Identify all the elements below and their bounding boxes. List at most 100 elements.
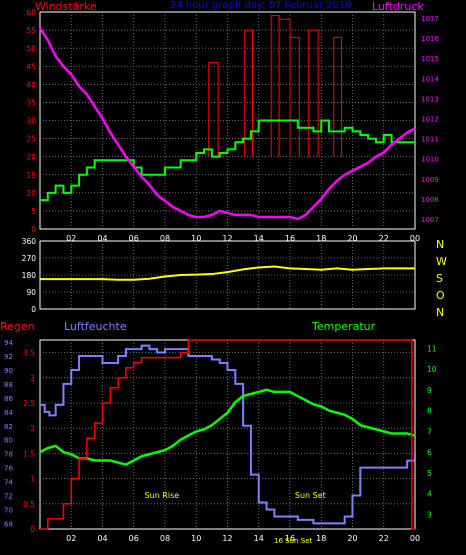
pressure-tick-label: 1008	[421, 196, 439, 204]
compass-letter: N	[436, 306, 444, 319]
humidity-tick-label: 86	[4, 395, 13, 403]
x-tick-label: 06	[129, 534, 139, 543]
x-tick-label: 04	[97, 234, 107, 243]
humidity-tick-label: 94	[4, 339, 13, 347]
wind-tick-label: 15	[26, 171, 36, 180]
wind-pressure-panel: 0510152025303540455055601007100810091010…	[26, 8, 439, 243]
rain-tick-label: 0.5	[23, 500, 35, 509]
wind-tick-label: 55	[26, 26, 36, 35]
rain-tick-label: 1	[30, 475, 35, 484]
humidity-tick-label: 88	[4, 381, 13, 389]
x-tick-label: 06	[129, 234, 139, 243]
pressure-tick-label: 1007	[421, 216, 439, 224]
wind-tick-label: 25	[26, 135, 36, 144]
compass-letter: O	[436, 289, 445, 302]
humidity-tick-label: 68	[4, 520, 13, 528]
x-tick-label: 04	[97, 534, 107, 543]
pressure-tick-label: 1013	[421, 95, 439, 103]
x-tick-label: 20	[347, 534, 357, 543]
pressure-axis-title: Luftdruck	[372, 0, 424, 13]
direction-tick-label: 180	[22, 271, 37, 280]
x-tick-label: 10	[191, 534, 201, 543]
x-tick-label: 16	[285, 234, 295, 243]
compass-letter: W	[436, 255, 447, 268]
x-tick-label: 12	[222, 234, 232, 243]
pressure-line	[38, 27, 416, 221]
humidity-tick-label: 84	[4, 409, 13, 417]
direction-tick-label: 360	[22, 237, 37, 246]
temperature-tick-label: 5	[427, 469, 432, 478]
rain-tick-label: 3	[30, 374, 35, 383]
x-tick-label: 14	[254, 534, 264, 543]
wind-axis-title: Windstärke	[35, 0, 97, 13]
wind-direction-line	[40, 265, 415, 281]
humidity-tick-label: 72	[4, 493, 13, 501]
pressure-tick-label: 1012	[421, 115, 439, 123]
humidity-tick-label: 76	[4, 465, 13, 473]
pressure-tick-label: 1017	[421, 15, 439, 23]
sunset-label: Sun Set	[295, 491, 326, 500]
gust-spike	[244, 29, 253, 157]
wind-tick-label: 40	[26, 80, 36, 89]
gust-spike	[208, 62, 219, 157]
pressure-tick-label: 1016	[421, 35, 439, 43]
temperature-tick-label: 3	[427, 510, 432, 519]
humidity-tick-label: 80	[4, 437, 13, 445]
wind-tick-label: 0	[31, 225, 36, 234]
wind-tick-label: 20	[26, 153, 36, 162]
rain-tick-label: 2	[30, 424, 35, 433]
x-tick-label: 08	[160, 234, 170, 243]
wind-tick-label: 5	[31, 207, 36, 216]
gust-spike	[333, 36, 343, 157]
rain-tick-label: 0	[30, 525, 35, 534]
x-tick-label: 20	[347, 234, 357, 243]
temperature-tick-label: 10	[427, 365, 437, 374]
x-tick-label: 02	[66, 534, 76, 543]
temperature-tick-label: 4	[427, 490, 432, 499]
rain-tick-label: 2.5	[23, 399, 35, 408]
humidity-tick-label: 70	[4, 506, 13, 514]
wind-tick-label: 60	[26, 8, 36, 17]
pressure-tick-label: 1010	[421, 156, 439, 164]
wind-tick-label: 45	[26, 62, 36, 71]
x-tick-label: 08	[160, 534, 170, 543]
chart-main-title: 24 hour graph day: 07 Februar 2019	[170, 0, 352, 11]
humidity-tick-label: 90	[4, 367, 13, 375]
wind-speed-line	[40, 119, 415, 202]
direction-tick-label: 90	[26, 288, 36, 297]
rain-tick-label: 1.5	[23, 449, 35, 458]
sunset-axis-label: 16 Sun Set	[274, 537, 312, 545]
direction-tick-label: 270	[22, 254, 37, 263]
compass-letter: S	[436, 272, 443, 285]
humidity-tick-label: 78	[4, 451, 13, 459]
temperature-tick-label: 6	[427, 448, 432, 457]
temperature-tick-label: 7	[427, 427, 432, 436]
x-tick-label: 22	[379, 234, 389, 243]
x-tick-label: 02	[66, 234, 76, 243]
gust-spike	[308, 29, 319, 157]
humidity-tick-label: 74	[4, 479, 13, 487]
wind-tick-label: 10	[26, 189, 36, 198]
x-tick-label: 14	[254, 234, 264, 243]
chart-titles: Windstärke 24 hour graph day: 07 Februar…	[35, 0, 424, 13]
pressure-tick-label: 1011	[421, 136, 439, 144]
wind-tick-label: 35	[26, 98, 36, 107]
x-tick-label: 10	[191, 234, 201, 243]
temperature-tick-label: 9	[427, 386, 432, 395]
rain-tick-label: 3.5	[23, 349, 35, 358]
wind-tick-label: 30	[26, 117, 36, 126]
temperature-tick-label: 8	[427, 407, 432, 416]
temperature-tick-label: 11	[427, 344, 437, 353]
pressure-tick-label: 1009	[421, 176, 439, 184]
humidity-axis-title: Luftfeuchte	[64, 320, 127, 333]
pressure-tick-label: 1015	[421, 55, 439, 63]
wind-tick-label: 50	[26, 44, 36, 53]
x-tick-label: 18	[316, 234, 326, 243]
humidity-tick-label: 92	[4, 353, 13, 361]
pressure-tick-label: 1014	[421, 75, 439, 83]
x-tick-label: 16	[285, 534, 295, 543]
sunrise-label: Sun Rise	[145, 491, 180, 500]
rain-axis-title: Regen	[0, 320, 35, 333]
